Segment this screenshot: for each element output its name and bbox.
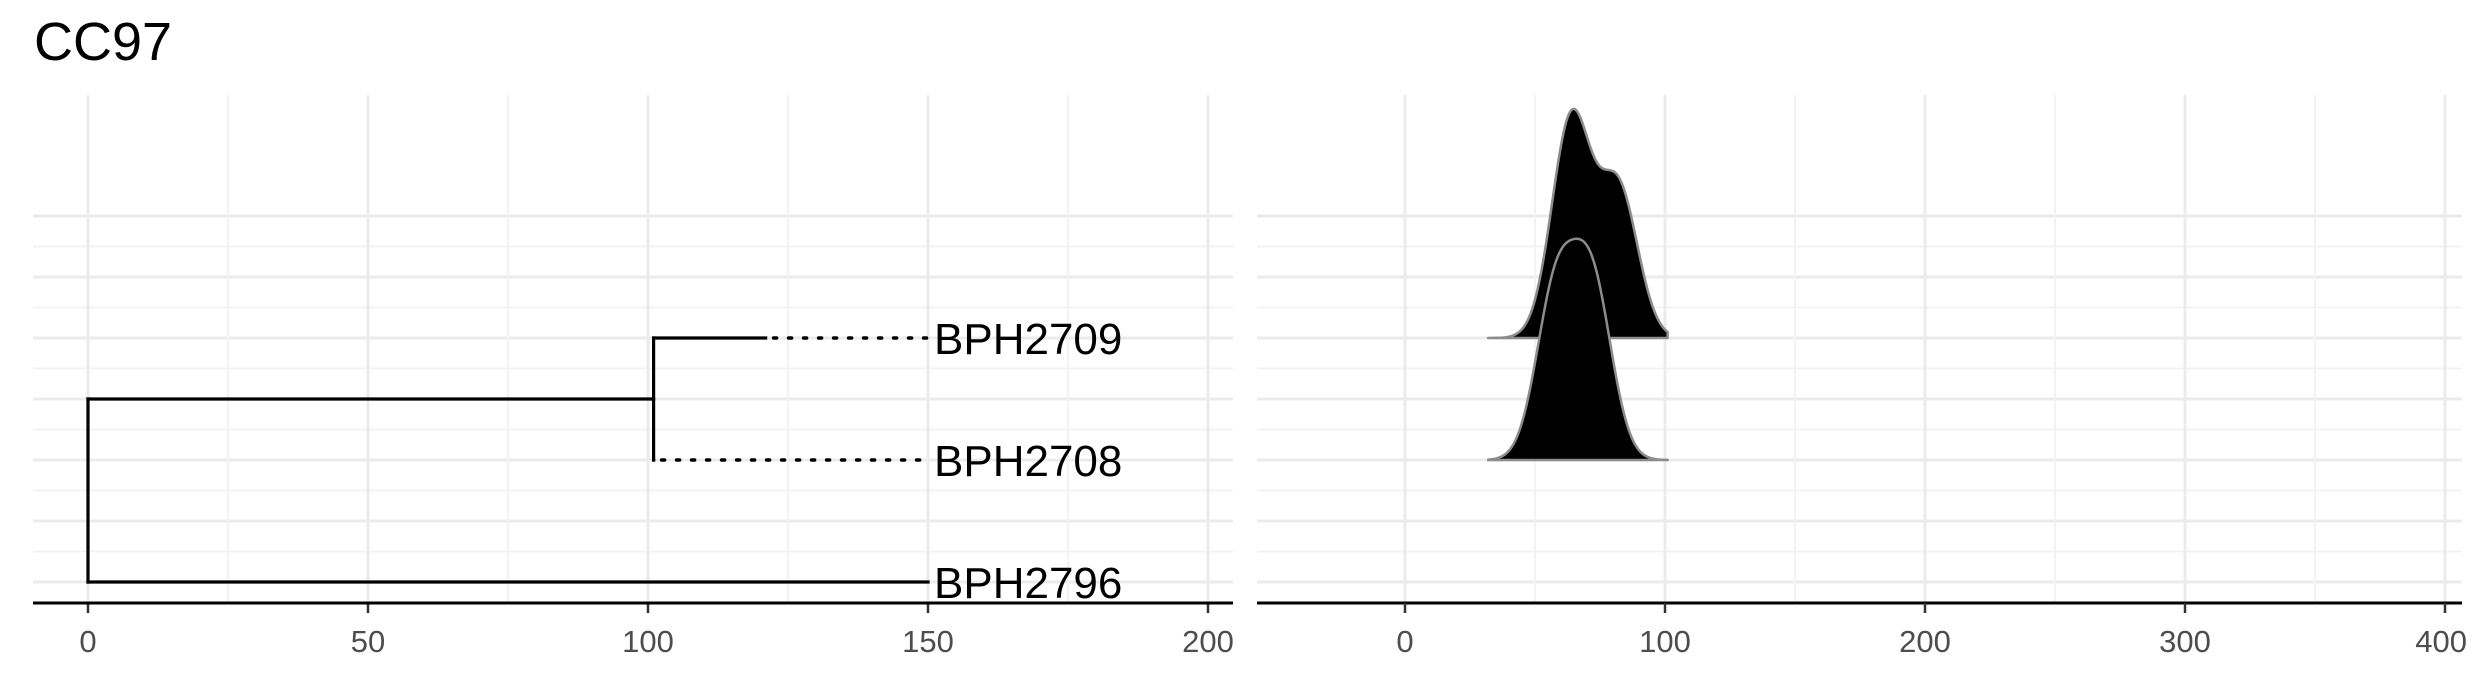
density-x-tick-label: 300 <box>2159 624 2211 659</box>
density-panel: 0 100 200 300 400 <box>1257 95 2467 659</box>
tree-tip-label: BPH2709 <box>934 315 1122 364</box>
density-x-tick-label: 100 <box>1639 624 1691 659</box>
tree-edges <box>86 336 930 584</box>
tree-x-tick-label: 200 <box>1182 624 1234 659</box>
tree-tip-label: BPH2796 <box>934 559 1122 608</box>
density-ridge-BPH2709 <box>1486 107 1669 340</box>
density-x-tick-label: 200 <box>1899 624 1951 659</box>
tree-x-tick-label: 100 <box>622 624 674 659</box>
tree-x-tick-label: 50 <box>351 624 385 659</box>
tree-panel: BPH2709 BPH2708 BPH2796 0 50 100 150 200 <box>33 95 1234 659</box>
chart-title: CC97 <box>34 12 172 72</box>
density-ridges <box>1486 107 1669 462</box>
density-x-tick-label: 0 <box>1396 624 1413 659</box>
tree-x-tick-label: 0 <box>79 624 96 659</box>
tree-x-axis-ticks: 0 50 100 150 200 <box>79 603 1234 659</box>
tree-tips: BPH2709 BPH2708 BPH2796 <box>934 315 1122 608</box>
tree-tip-label: BPH2708 <box>934 437 1122 486</box>
tree-x-tick-label: 150 <box>902 624 954 659</box>
density-x-axis-ticks: 0 100 200 300 400 <box>1396 603 2467 659</box>
density-ridge-BPH2708 <box>1486 237 1669 462</box>
density-grid <box>1257 95 2462 603</box>
density-x-tick-label: 400 <box>2415 624 2467 659</box>
